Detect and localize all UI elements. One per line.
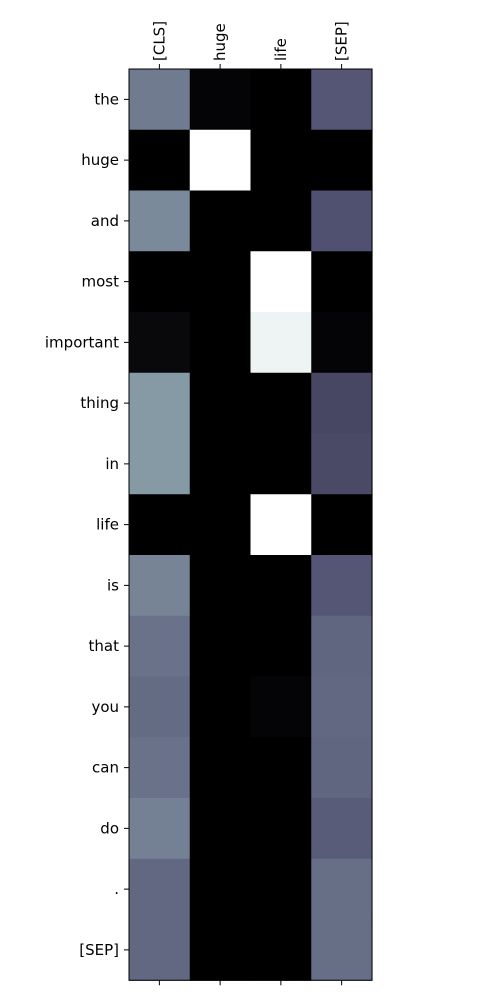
heatmap-cell-6-0	[129, 433, 191, 495]
heatmap-cell-3-3	[311, 251, 373, 313]
heatmap-cell-0-1	[189, 69, 252, 131]
x-tick-label-2: life	[272, 38, 290, 61]
heatmap-cell-12-3	[311, 798, 373, 860]
heatmap-cells	[129, 69, 373, 981]
x-axis-ticks: [CLS] huge life [SEP]	[150, 21, 351, 986]
heatmap-cell-8-2	[250, 555, 312, 617]
heatmap-cell-3-0	[129, 251, 191, 313]
heatmap-frame	[128, 68, 373, 981]
heatmap-cell-12-1	[189, 798, 252, 860]
heatmap-cell-12-0	[129, 798, 191, 860]
heatmap-cell-14-3	[311, 919, 373, 981]
heatmap-cell-4-2	[250, 312, 312, 374]
y-tick-label-13: .	[114, 880, 119, 898]
heatmap-cell-9-1	[189, 615, 252, 678]
heatmap-cell-1-2	[250, 129, 312, 192]
heatmap-cell-12-2	[250, 798, 312, 860]
heatmap-cell-14-0	[129, 919, 191, 981]
heatmap-cell-8-3	[311, 555, 373, 617]
y-tick-label-4: important	[45, 333, 119, 351]
y-tick-label-9: that	[89, 637, 120, 655]
heatmap-cell-5-2	[250, 372, 312, 435]
heatmap-cell-0-3	[311, 69, 373, 131]
heatmap-cell-11-3	[311, 737, 373, 799]
heatmap-cell-5-1	[189, 372, 252, 435]
heatmap-cell-9-3	[311, 615, 373, 678]
heatmap-cell-3-2	[250, 251, 312, 313]
y-tick-label-1: huge	[81, 151, 119, 169]
y-tick-label-8: is	[107, 576, 119, 594]
heatmap-cell-7-2	[250, 494, 312, 556]
y-tick-label-2: and	[91, 212, 119, 230]
heatmap-cell-9-2	[250, 615, 312, 678]
heatmap-cell-6-3	[311, 433, 373, 495]
y-tick-label-6: in	[105, 455, 119, 473]
heatmap-cell-0-0	[129, 69, 191, 131]
heatmap-cell-7-0	[129, 494, 191, 556]
heatmap-cell-5-3	[311, 372, 373, 435]
heatmap-cell-14-1	[189, 919, 252, 981]
heatmap-cell-3-1	[189, 251, 252, 313]
heatmap-cell-10-3	[311, 676, 373, 738]
heatmap-cell-10-0	[129, 676, 191, 738]
heatmap-cell-0-2	[250, 69, 312, 131]
heatmap-cell-10-1	[189, 676, 252, 738]
y-axis-ticks: the huge and most important thing in life is that…	[45, 90, 129, 959]
heatmap-cell-1-1	[189, 129, 252, 192]
heatmap-cell-13-1	[189, 858, 252, 921]
y-tick-label-14: [SEP]	[79, 941, 119, 959]
heatmap-cell-2-1	[189, 190, 252, 252]
x-tick-label-3: [SEP]	[333, 21, 351, 61]
heatmap-cell-4-3	[311, 312, 373, 374]
y-tick-label-11: can	[92, 759, 119, 777]
heatmap-cell-7-1	[189, 494, 252, 556]
heatmap-cell-7-3	[311, 494, 373, 556]
y-tick-label-7: life	[96, 516, 119, 534]
heatmap-cell-8-0	[129, 555, 191, 617]
y-tick-label-3: most	[82, 273, 120, 291]
heatmap-cell-8-1	[189, 555, 252, 617]
heatmap-cell-2-0	[129, 190, 191, 252]
heatmap-cell-2-3	[311, 190, 373, 252]
heatmap-cell-5-0	[129, 372, 191, 435]
heatmap-cell-13-2	[250, 858, 312, 921]
x-tick-label-1: huge	[211, 23, 229, 61]
heatmap-cell-11-2	[250, 737, 312, 799]
heatmap-cell-2-2	[250, 190, 312, 252]
heatmap-cell-4-0	[129, 312, 191, 374]
heatmap-cell-1-0	[129, 129, 191, 192]
heatmap-cell-11-0	[129, 737, 191, 799]
heatmap-cell-1-3	[311, 129, 373, 192]
heatmap-cell-13-3	[311, 858, 373, 921]
heatmap-cell-6-1	[189, 433, 252, 495]
heatmap-cell-4-1	[189, 312, 252, 374]
y-tick-label-12: do	[100, 819, 119, 837]
heatmap-cell-13-0	[129, 858, 191, 921]
y-tick-label-5: thing	[80, 394, 119, 412]
y-tick-label-10: you	[91, 698, 119, 716]
y-tick-label-0: the	[94, 90, 119, 108]
heatmap-cell-11-1	[189, 737, 252, 799]
x-tick-label-0: [CLS]	[150, 21, 168, 61]
heatmap-cell-14-2	[250, 919, 312, 981]
heatmap-cell-10-2	[250, 676, 312, 738]
heatmap-cell-9-0	[129, 615, 191, 678]
heatmap-cell-6-2	[250, 433, 312, 495]
